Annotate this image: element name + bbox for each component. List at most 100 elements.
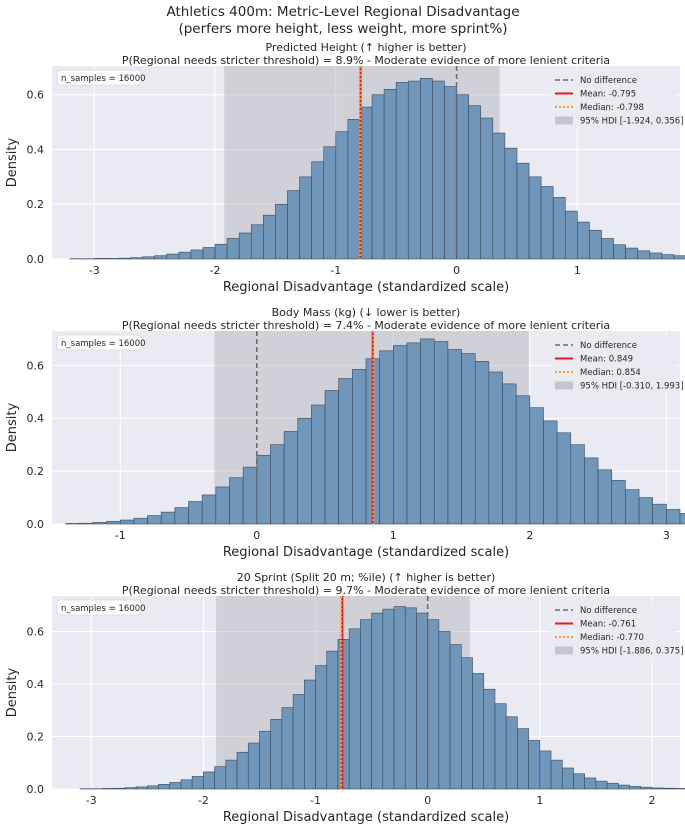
panels: Predicted Height (↑ higher is better)P(R… xyxy=(5,41,685,825)
histogram-bar xyxy=(662,255,674,259)
histogram-bar xyxy=(227,238,239,259)
histogram-bar xyxy=(120,520,134,524)
histogram-bar xyxy=(639,498,653,524)
histogram-bar xyxy=(259,731,270,789)
histogram-bar xyxy=(641,787,652,789)
histogram-bar xyxy=(428,620,439,789)
histogram-bar xyxy=(571,445,585,524)
histogram-bar xyxy=(416,613,427,789)
histogram-bar xyxy=(93,522,107,524)
y-axis-label: Density xyxy=(5,402,20,452)
histogram-bar xyxy=(543,421,557,524)
histogram-bar xyxy=(125,788,136,789)
n-samples-label: n_samples = 16000 xyxy=(61,74,146,84)
histogram-bar xyxy=(131,258,143,259)
histogram-bar xyxy=(421,339,435,524)
panel-2: Body Mass (kg) (↓ lower is better)P(Regi… xyxy=(5,306,685,560)
histogram-bar xyxy=(674,256,685,259)
legend-hdi-swatch xyxy=(555,382,573,390)
y-tick-label: 0.0 xyxy=(27,783,45,796)
histogram-bar xyxy=(602,238,614,259)
x-tick-label: -1 xyxy=(115,529,126,542)
y-tick-label: 0.4 xyxy=(27,143,45,156)
histogram-bar xyxy=(324,147,336,259)
histogram-bar xyxy=(680,513,685,524)
histogram-bar xyxy=(229,478,243,524)
histogram-bar xyxy=(541,186,553,259)
histogram-bar xyxy=(674,788,685,789)
legend-median: Median: 0.854 xyxy=(580,368,641,378)
histogram-bar xyxy=(288,191,300,259)
n-samples-label: n_samples = 16000 xyxy=(61,604,146,614)
y-tick-label: 0.4 xyxy=(27,412,45,425)
panel-title-line2: P(Regional needs stricter threshold) = 8… xyxy=(122,54,610,67)
histogram-bar xyxy=(461,658,472,789)
histogram-bar xyxy=(203,248,215,259)
histogram-bar xyxy=(311,405,325,524)
x-tick-label: -1 xyxy=(330,264,341,277)
histogram-bar xyxy=(596,781,607,789)
legend-hdi-swatch xyxy=(555,117,573,125)
x-tick-label: 0 xyxy=(453,264,460,277)
histogram-bar xyxy=(167,254,179,259)
histogram-bar xyxy=(439,631,450,789)
x-tick-label: 0 xyxy=(424,794,431,807)
histogram-bar xyxy=(293,694,304,789)
histogram-bar xyxy=(148,516,162,524)
panel-title-line1: Predicted Height (↑ higher is better) xyxy=(265,41,466,54)
histogram-bar xyxy=(380,351,394,524)
x-tick-label: 1 xyxy=(536,794,543,807)
histogram-bar xyxy=(553,197,565,259)
histogram-bar xyxy=(405,608,416,789)
histogram-bar xyxy=(372,95,384,259)
legend-no-difference: No difference xyxy=(580,341,637,351)
panel-title-line2: P(Regional needs stricter threshold) = 9… xyxy=(122,584,610,597)
histogram-bar xyxy=(136,787,147,789)
histogram-bar xyxy=(408,81,420,259)
histogram-bar xyxy=(179,252,191,259)
histogram-bar xyxy=(489,372,503,524)
histogram-bar xyxy=(372,613,383,789)
histogram-bar xyxy=(348,119,360,259)
histogram-bar xyxy=(226,760,237,789)
histogram-bar xyxy=(573,774,584,789)
histogram-bar xyxy=(102,788,113,789)
histogram-bar xyxy=(248,743,259,789)
histogram-bar xyxy=(155,256,167,259)
histogram-bar xyxy=(360,107,372,259)
histogram-bar xyxy=(393,346,407,524)
y-tick-label: 0.6 xyxy=(27,625,45,638)
x-tick-label: 3 xyxy=(663,529,670,542)
histogram-bar xyxy=(161,512,175,524)
panel-title-line2: P(Regional needs stricter threshold) = 7… xyxy=(122,319,610,332)
histogram-bar xyxy=(503,384,517,524)
histogram-bar xyxy=(251,225,263,259)
legend-median: Median: -0.798 xyxy=(580,103,644,113)
histogram-bar xyxy=(189,502,203,524)
histogram-bar xyxy=(584,458,598,524)
histogram-bar xyxy=(517,729,528,789)
histogram-bar xyxy=(159,784,170,789)
histogram-bar xyxy=(638,251,650,259)
histogram-bar xyxy=(118,258,130,259)
histogram-bar xyxy=(336,132,348,259)
y-tick-label: 0.6 xyxy=(27,359,45,372)
histogram-bar xyxy=(360,620,371,789)
histogram-bar xyxy=(457,95,469,259)
histogram-bar xyxy=(202,495,216,524)
histogram-bar xyxy=(175,508,189,524)
x-tick-label: -2 xyxy=(198,794,209,807)
legend-mean: Mean: -0.795 xyxy=(580,90,636,100)
histogram-bar xyxy=(432,81,444,259)
legend-median: Median: -0.770 xyxy=(580,633,644,643)
histogram-bar xyxy=(216,487,230,524)
histogram-bar xyxy=(530,408,544,524)
legend-no-difference: No difference xyxy=(580,606,637,616)
histogram-bar xyxy=(94,258,106,259)
histogram-bar xyxy=(181,780,192,789)
histogram-bar xyxy=(257,455,271,524)
x-tick-label: 2 xyxy=(648,794,655,807)
histogram-bar xyxy=(626,248,638,259)
